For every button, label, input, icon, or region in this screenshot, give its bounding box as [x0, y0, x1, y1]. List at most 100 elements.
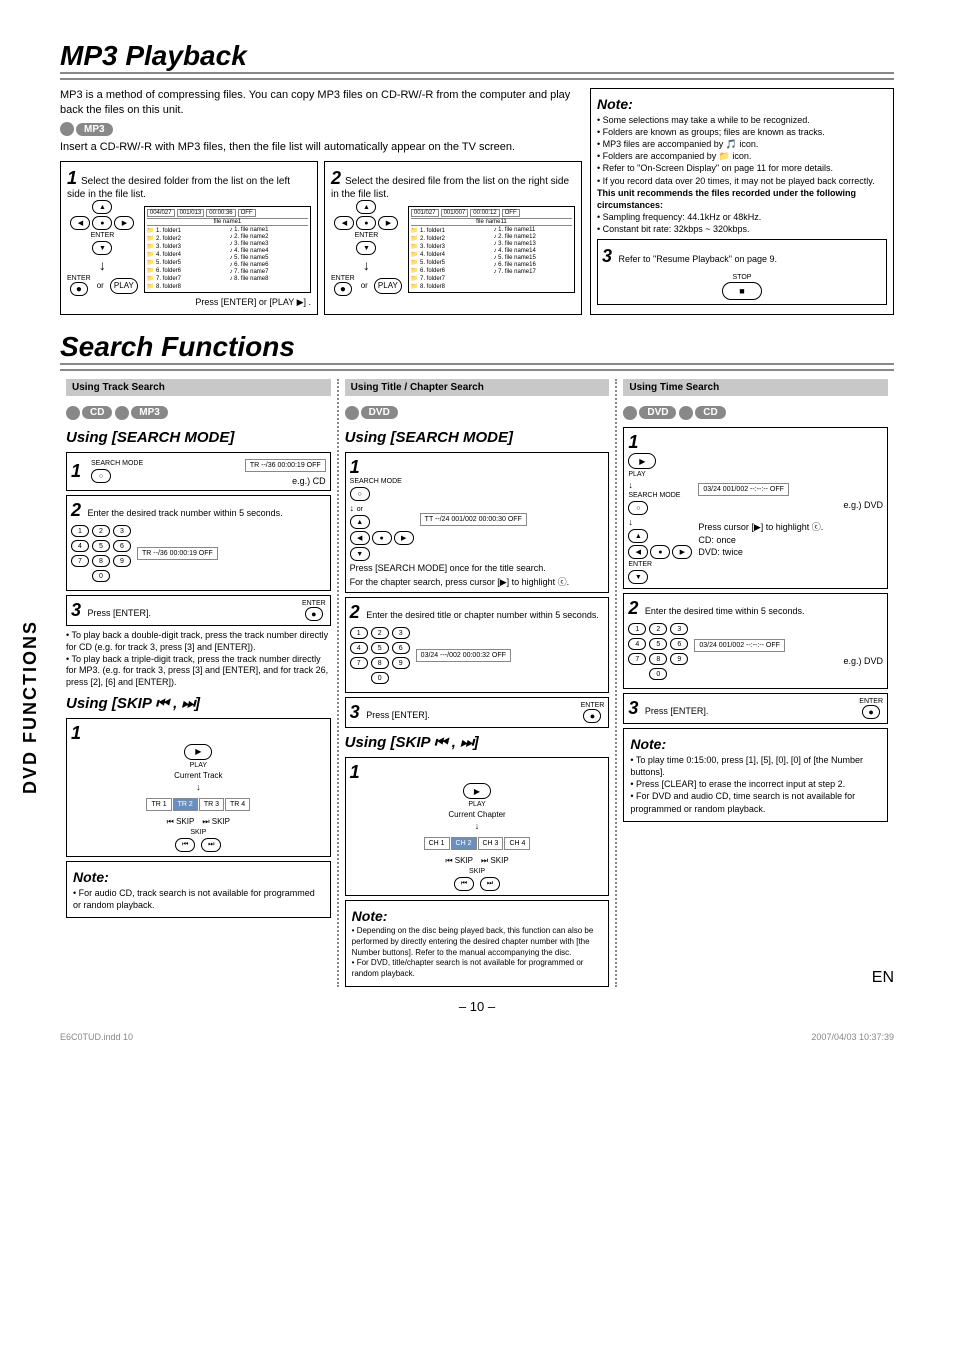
playlist2: 001/027 001/007 00:00:12 OFF file name11…	[408, 206, 575, 293]
numb-8[interactable]: 8	[371, 657, 389, 669]
num-2[interactable]: 2	[92, 525, 110, 537]
num-5[interactable]: 5	[92, 540, 110, 552]
colC-enter-btn[interactable]: ●	[862, 705, 880, 719]
step2-num: 2	[331, 168, 341, 188]
up-btn2[interactable]: ▲	[356, 200, 376, 214]
nav-up-b[interactable]: ▲	[350, 515, 370, 529]
colC-play-label: PLAY	[628, 471, 645, 478]
colA-s2text: Enter the desired track number within 5 …	[88, 508, 283, 518]
numc-0[interactable]: 0	[649, 668, 667, 680]
colC-header: Using Time Search	[623, 379, 888, 396]
skip-fwd-btn-a[interactable]: ⏭	[201, 838, 221, 852]
col-track-search: Using Track Search CD MP3 Using [SEARCH …	[60, 379, 337, 987]
nav-left-b[interactable]: ◀	[350, 531, 370, 545]
right-btn[interactable]: ▶	[114, 216, 134, 230]
colA-play-btn[interactable]: ▶	[184, 744, 212, 760]
numb-9[interactable]: 9	[392, 657, 410, 669]
play-button[interactable]: PLAY	[110, 278, 138, 294]
enter-nav-btn[interactable]: ●	[92, 216, 112, 230]
numc-1[interactable]: 1	[628, 623, 646, 635]
colA-skip: 1 ▶ PLAY Current Track ↓ TR 1 TR 2 TR 3 …	[66, 718, 331, 857]
skip-back-btn-b[interactable]: ⏮	[454, 877, 474, 891]
numb-7[interactable]: 7	[350, 657, 368, 669]
numc-7[interactable]: 7	[628, 653, 646, 665]
numb-6[interactable]: 6	[392, 642, 410, 654]
numb-2[interactable]: 2	[371, 627, 389, 639]
nav-right-b[interactable]: ▶	[394, 531, 414, 545]
folder-list1: 📁 1. folder1📁 2. folder2📁 3. folder3📁 4.…	[147, 226, 226, 290]
right-btn2[interactable]: ▶	[378, 216, 398, 230]
colB-s3: 3 Press [ENTER]. ENTER ●	[345, 697, 610, 728]
colA-bullet1: To play back a double-digit track, press…	[66, 630, 328, 652]
numb-1[interactable]: 1	[350, 627, 368, 639]
search-mode-btn-a[interactable]: ○	[91, 469, 111, 483]
enter-label3: ENTER	[355, 232, 379, 239]
num-6[interactable]: 6	[113, 540, 131, 552]
numc-2[interactable]: 2	[649, 623, 667, 635]
step1-box: 1Select the desired folder from the list…	[60, 161, 318, 315]
numc-9[interactable]: 9	[670, 653, 688, 665]
nav-left-c[interactable]: ◀	[628, 545, 648, 559]
num-7[interactable]: 7	[71, 555, 89, 567]
colC-note: Note: To play time 0:15:00, press [1], […	[623, 728, 888, 822]
tr2: TR 2	[173, 798, 198, 811]
numc-4[interactable]: 4	[628, 638, 646, 650]
down-btn2[interactable]: ▼	[356, 241, 376, 255]
num-8[interactable]: 8	[92, 555, 110, 567]
stop-button[interactable]: ■	[722, 282, 762, 300]
search-mode-btn-c[interactable]: ○	[628, 501, 648, 515]
numb-4[interactable]: 4	[350, 642, 368, 654]
nav-enter-c[interactable]: ●	[650, 545, 670, 559]
nav-up-c[interactable]: ▲	[628, 529, 648, 543]
colB-or: or	[357, 506, 363, 513]
colA-s3text: Press [ENTER].	[88, 608, 152, 618]
numc-3[interactable]: 3	[670, 623, 688, 635]
playlist1: 004/027 001/013 00:00:36 OFF file name1 …	[144, 206, 311, 293]
skip-back-btn-a[interactable]: ⏮	[175, 838, 195, 852]
num-9[interactable]: 9	[113, 555, 131, 567]
left-btn2[interactable]: ◀	[334, 216, 354, 230]
colA-s3num: 3	[71, 600, 81, 620]
colB-play-btn[interactable]: ▶	[463, 783, 491, 799]
colB-note: Note: • Depending on the disc being play…	[345, 900, 610, 987]
colB-enter-btn[interactable]: ●	[583, 709, 601, 723]
search-mode-btn-b[interactable]: ○	[350, 487, 370, 501]
numc-6[interactable]: 6	[670, 638, 688, 650]
colC-display2: 03/24 001/002 --:--:-- OFF	[694, 639, 785, 652]
colC-s1: 1 ▶ PLAY ↓ SEARCH MODE ○ ↓ ▲ ◀ ● ▶ ENTER	[623, 427, 888, 589]
enter-button2[interactable]: ●	[334, 282, 352, 296]
colA-s2: 2 Enter the desired track number within …	[66, 495, 331, 591]
colB-s1: 1 SEARCH MODE ○ ↓ or ▲ ◀ ● ▶ ▼	[345, 452, 610, 593]
nav-right-c[interactable]: ▶	[672, 545, 692, 559]
num-0[interactable]: 0	[92, 570, 110, 582]
badge-dvd-c: DVD	[639, 406, 676, 419]
enter-nav-btn2[interactable]: ●	[356, 216, 376, 230]
numc-8[interactable]: 8	[649, 653, 667, 665]
skip-fwd-btn-b[interactable]: ⏭	[480, 877, 500, 891]
play-button2[interactable]: PLAY	[374, 278, 402, 294]
file-list2: ♪ 1. file name11♪ 2. file name12♪ 3. fil…	[493, 226, 572, 290]
colA-using2: Using [SKIP ⏮ , ⏭]	[66, 695, 331, 712]
nav-down-b[interactable]: ▼	[350, 547, 370, 561]
colA-s3: 3 Press [ENTER]. ENTER ●	[66, 595, 331, 626]
colC-play-btn[interactable]: ▶	[628, 453, 656, 469]
colA-skipL: ⏮ SKIP	[167, 817, 195, 827]
up-btn[interactable]: ▲	[92, 200, 112, 214]
numb-0[interactable]: 0	[371, 672, 389, 684]
left-btn[interactable]: ◀	[70, 216, 90, 230]
num-3[interactable]: 3	[113, 525, 131, 537]
num-4[interactable]: 4	[71, 540, 89, 552]
nav-enter-b[interactable]: ●	[372, 531, 392, 545]
colA-display1: TR --/36 00:00:19 OFF	[245, 459, 326, 472]
enter-button[interactable]: ●	[70, 282, 88, 296]
nav-down-c[interactable]: ▼	[628, 570, 648, 584]
numb-5[interactable]: 5	[371, 642, 389, 654]
colB-press1: Press [SEARCH MODE] once for the title s…	[350, 563, 546, 573]
step3-num: 3	[602, 246, 612, 266]
title2-underline	[60, 369, 894, 371]
down-btn[interactable]: ▼	[92, 241, 112, 255]
numb-3[interactable]: 3	[392, 627, 410, 639]
colA-enter-btn[interactable]: ●	[305, 607, 323, 621]
num-1[interactable]: 1	[71, 525, 89, 537]
numc-5[interactable]: 5	[649, 638, 667, 650]
